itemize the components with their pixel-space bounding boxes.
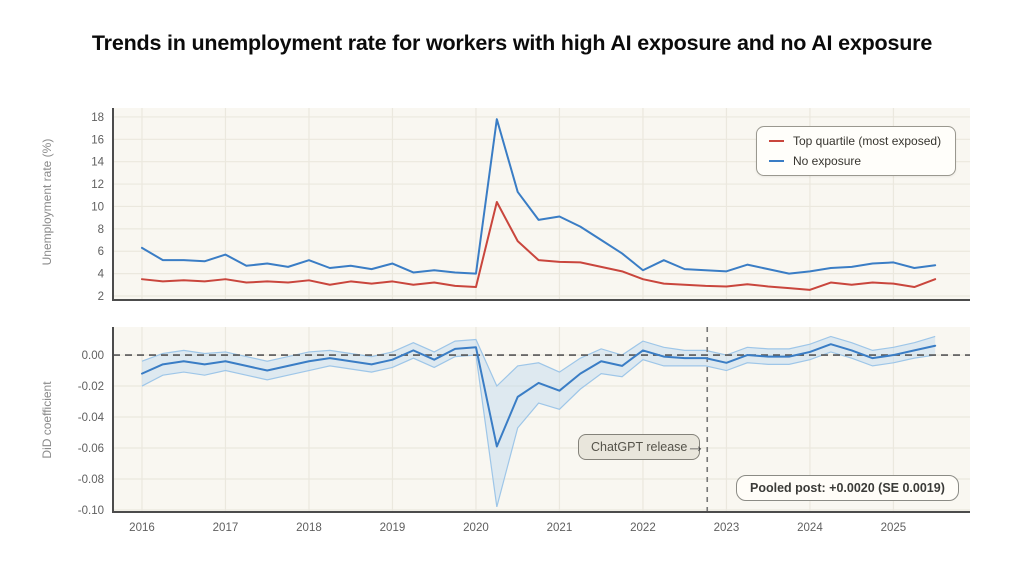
svg-text:-0.08: -0.08 xyxy=(78,474,104,486)
svg-text:2020: 2020 xyxy=(463,522,489,534)
legend-item-top-quartile: Top quartile (most exposed) xyxy=(769,135,941,147)
svg-text:12: 12 xyxy=(91,179,104,191)
svg-text:-0.02: -0.02 xyxy=(78,381,104,393)
svg-text:-0.04: -0.04 xyxy=(78,412,105,424)
legend-label-no-exposure: No exposure xyxy=(793,154,862,168)
svg-text:18: 18 xyxy=(91,112,104,124)
legend: Top quartile (most exposed) No exposure xyxy=(756,126,957,176)
svg-text:2016: 2016 xyxy=(129,522,155,534)
svg-text:2024: 2024 xyxy=(797,522,823,534)
legend-item-no-exposure: No exposure xyxy=(769,155,941,167)
svg-text:16: 16 xyxy=(91,134,104,146)
did-coefficient-chart: 0.00 -0.02 -0.04 -0.06 -0.08 -0.10 2016 2017 201… xyxy=(78,327,970,534)
svg-text:2018: 2018 xyxy=(296,522,322,534)
svg-text:6: 6 xyxy=(98,246,104,258)
svg-text:14: 14 xyxy=(91,157,104,169)
svg-text:2019: 2019 xyxy=(380,522,406,534)
svg-text:2017: 2017 xyxy=(213,522,239,534)
svg-text:-0.06: -0.06 xyxy=(78,443,104,455)
svg-text:-0.10: -0.10 xyxy=(78,505,104,517)
legend-label-top-quartile: Top quartile (most exposed) xyxy=(793,134,942,148)
svg-text:0.00: 0.00 xyxy=(82,350,104,362)
chart-title: Trends in unemployment rate for workers … xyxy=(91,31,933,55)
svg-text:2022: 2022 xyxy=(630,522,656,534)
svg-text:2025: 2025 xyxy=(881,522,907,534)
arrow-right-icon: → xyxy=(686,436,705,457)
svg-text:2: 2 xyxy=(98,291,104,303)
svg-text:10: 10 xyxy=(91,201,104,213)
svg-text:4: 4 xyxy=(98,269,105,281)
pooled-post-annotation: Pooled post: +0.0020 (SE 0.0019) xyxy=(736,475,959,501)
legend-swatch-no-exposure-icon xyxy=(769,160,784,162)
legend-swatch-top-quartile-icon xyxy=(769,140,784,142)
chatgpt-release-annotation: ChatGPT release xyxy=(578,434,701,460)
svg-text:8: 8 xyxy=(98,224,104,236)
svg-text:2021: 2021 xyxy=(547,522,573,534)
svg-text:2023: 2023 xyxy=(714,522,740,534)
